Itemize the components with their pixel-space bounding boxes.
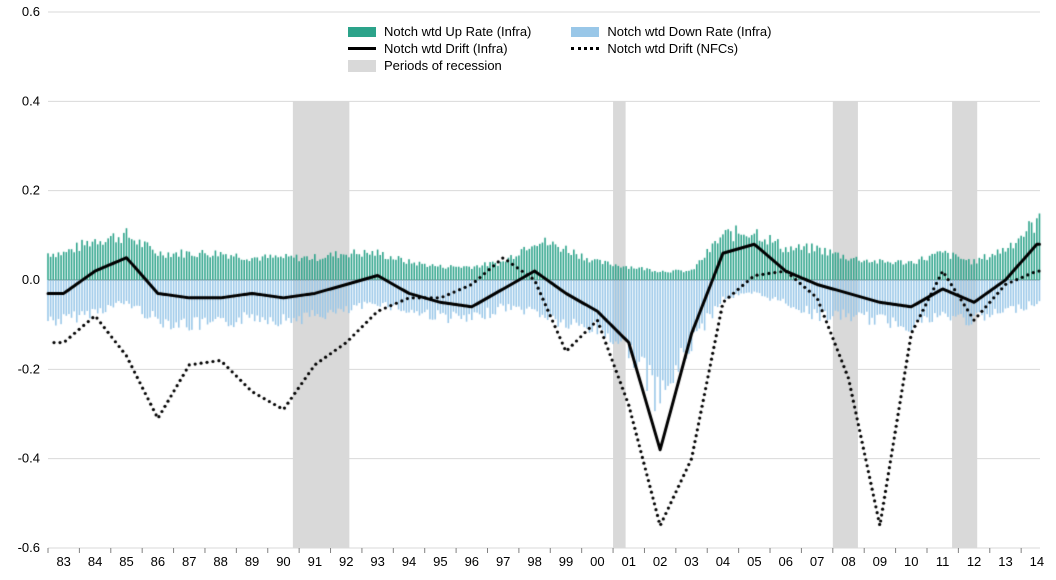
x-tick-label: 93 — [370, 554, 384, 569]
y-tick-label: -0.4 — [18, 451, 40, 466]
y-tick-label: 0.2 — [22, 183, 40, 198]
legend-swatch — [571, 27, 599, 37]
x-tick-label: 04 — [716, 554, 730, 569]
x-tick-label: 84 — [88, 554, 102, 569]
legend-item-recession: Periods of recession — [348, 58, 531, 73]
x-tick-label: 11 — [936, 554, 950, 569]
x-tick-label: 97 — [496, 554, 510, 569]
x-tick-label: 89 — [245, 554, 259, 569]
legend: Notch wtd Up Rate (Infra) Notch wtd Down … — [348, 24, 771, 73]
notch-weighted-drift-chart: -0.6 -0.4 -0.2 0.0 0.2 0.4 0.6 83 84 85 86 87 88 89 90… — [0, 0, 1056, 580]
x-tick-label: 12 — [967, 554, 981, 569]
legend-label: Notch wtd Up Rate (Infra) — [384, 24, 531, 39]
x-tick-label: 05 — [747, 554, 761, 569]
recession-band — [613, 101, 626, 548]
legend-item-drift_infra: Notch wtd Drift (Infra) — [348, 41, 531, 56]
x-tick-label: 14 — [1030, 554, 1044, 569]
x-tick-label: 87 — [182, 554, 196, 569]
legend-swatch — [348, 60, 376, 72]
x-tick-label: 99 — [559, 554, 573, 569]
x-tick-label: 03 — [684, 554, 698, 569]
x-tick-label: 00 — [590, 554, 604, 569]
x-tick-label: 88 — [213, 554, 227, 569]
y-tick-label: -0.6 — [18, 540, 40, 555]
legend-item-up_bars: Notch wtd Up Rate (Infra) — [348, 24, 531, 39]
x-tick-label: 91 — [308, 554, 322, 569]
legend-label: Periods of recession — [384, 58, 502, 73]
x-tick-label: 10 — [904, 554, 918, 569]
legend-item-drift_nfcs: Notch wtd Drift (NFCs) — [571, 41, 771, 56]
x-tick-label: 01 — [622, 554, 636, 569]
y-tick-label: 0.4 — [22, 93, 40, 108]
legend-label: Notch wtd Down Rate (Infra) — [607, 24, 771, 39]
x-tick-label: 96 — [465, 554, 479, 569]
x-tick-label: 85 — [119, 554, 133, 569]
x-tick-label: 13 — [998, 554, 1012, 569]
legend-item-down_bars: Notch wtd Down Rate (Infra) — [571, 24, 771, 39]
x-tick-label: 07 — [810, 554, 824, 569]
x-tick-label: 90 — [276, 554, 290, 569]
x-tick-label: 94 — [402, 554, 416, 569]
legend-label: Notch wtd Drift (Infra) — [384, 41, 508, 56]
y-tick-label: -0.2 — [18, 361, 40, 376]
legend-swatch — [571, 47, 599, 50]
x-tick-label: 83 — [56, 554, 70, 569]
x-tick-label: 92 — [339, 554, 353, 569]
recession-band — [952, 101, 977, 548]
x-tick-label: 98 — [527, 554, 541, 569]
x-tick-label: 06 — [778, 554, 792, 569]
x-tick-label: 02 — [653, 554, 667, 569]
legend-swatch — [348, 47, 376, 50]
x-tick-label: 95 — [433, 554, 447, 569]
legend-swatch — [348, 27, 376, 37]
x-tick-label: 08 — [841, 554, 855, 569]
y-tick-label: 0.0 — [22, 272, 40, 287]
legend-label: Notch wtd Drift (NFCs) — [607, 41, 738, 56]
x-tick-label: 09 — [873, 554, 887, 569]
x-tick-label: 86 — [151, 554, 165, 569]
recession-band — [293, 101, 350, 548]
y-tick-label: 0.6 — [22, 4, 40, 19]
recession-band — [833, 101, 858, 548]
axes-layer: -0.6 -0.4 -0.2 0.0 0.2 0.4 0.6 83 84 85 86 87 88 89 90… — [0, 0, 1056, 580]
